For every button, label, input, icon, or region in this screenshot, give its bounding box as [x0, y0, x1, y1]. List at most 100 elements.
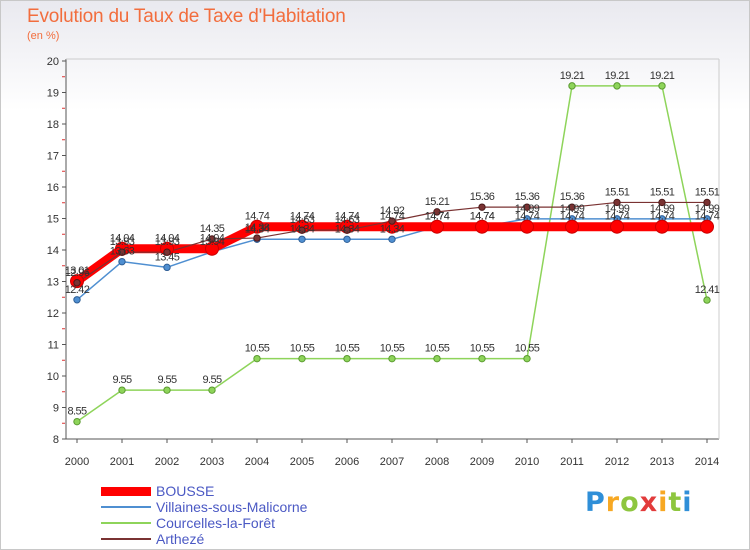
data-label: 13.94	[200, 236, 225, 248]
chart-axes: 8 9 10 11 12 13 14 15 16 17 18 19 20 2000 2001 2002 2003…	[47, 56, 720, 468]
data-point	[430, 219, 444, 234]
point-labels: 13.01 14.04 14.04 14.04 14.74 14.74 14.74 14.74…	[65, 70, 721, 418]
data-point	[118, 386, 126, 394]
data-point	[388, 217, 396, 225]
legend-swatch	[101, 522, 151, 524]
y-tick-label: 19	[47, 88, 59, 100]
legend-swatch	[101, 486, 151, 496]
data-point	[520, 219, 534, 234]
data-label: 15.51	[650, 186, 675, 198]
data-label: 15.51	[605, 186, 630, 198]
data-point	[523, 203, 531, 211]
data-label: 14.99	[560, 203, 585, 215]
data-point	[163, 248, 171, 256]
data-label: 14.74	[425, 211, 450, 223]
data-point	[73, 417, 81, 426]
data-point	[433, 208, 441, 216]
data-label: 14.74	[695, 211, 720, 223]
data-point	[388, 354, 396, 363]
data-label: 19.21	[605, 70, 630, 82]
data-label: 14.34	[245, 223, 270, 235]
y-tick-label: 17	[47, 151, 59, 163]
data-label: 8.55	[67, 406, 86, 418]
data-label: 10.55	[425, 343, 450, 355]
data-label: 14.74	[425, 211, 450, 223]
x-tick-label: 2010	[515, 456, 539, 468]
y-tick-label: 15	[47, 214, 59, 226]
data-point	[703, 198, 711, 207]
data-label: 10.55	[245, 343, 270, 355]
data-point	[568, 82, 576, 90]
data-label: 14.74	[380, 211, 405, 223]
x-tick-label: 2006	[335, 456, 359, 468]
data-label: 13.45	[155, 251, 180, 263]
x-tick-label: 2009	[470, 456, 494, 468]
data-label: 13.01	[65, 265, 90, 277]
data-label: 14.63	[290, 214, 315, 226]
legend-label: Arthezé	[156, 531, 205, 547]
data-label: 14.38	[245, 222, 270, 234]
data-label: 10.55	[335, 343, 360, 355]
x-tick-label: 2008	[425, 456, 449, 468]
data-label: 12.41	[695, 284, 720, 296]
data-point	[523, 354, 531, 363]
data-point	[703, 296, 711, 304]
x-tick-label: 2000	[65, 456, 89, 468]
data-label: 14.74	[470, 211, 495, 223]
data-label: 14.63	[335, 214, 360, 226]
y-tick-label: 10	[47, 371, 59, 383]
data-point	[475, 219, 489, 234]
x-tick-label: 2001	[110, 456, 134, 468]
chart-unit: (en %)	[27, 30, 60, 42]
data-label: 15.21	[425, 196, 450, 208]
data-label: 14.74	[470, 211, 495, 223]
y-tick-label: 8	[53, 434, 59, 446]
data-label: 14.74	[650, 211, 675, 223]
data-label: 14.34	[335, 223, 360, 235]
data-point	[73, 296, 81, 304]
data-label: 14.99	[515, 203, 540, 215]
data-point	[568, 203, 576, 211]
data-point	[478, 203, 486, 211]
x-tick-label: 2003	[200, 456, 224, 468]
x-tick-label: 2014	[695, 456, 719, 468]
y-tick-label: 18	[47, 119, 59, 131]
data-point	[478, 354, 486, 363]
data-point	[73, 279, 81, 287]
y-tick-label: 11	[48, 340, 59, 352]
y-tick-label: 16	[47, 182, 59, 194]
data-point	[433, 354, 441, 363]
data-label: 14.34	[380, 223, 405, 235]
data-point	[655, 219, 669, 234]
x-tick-label: 2002	[155, 456, 179, 468]
data-point	[658, 82, 666, 90]
data-point	[298, 235, 306, 243]
data-point	[613, 198, 621, 207]
data-label: 10.55	[380, 343, 405, 355]
data-label: 14.04	[200, 233, 225, 245]
data-label: 13.93	[155, 236, 180, 248]
data-point	[613, 82, 621, 90]
data-label: 10.55	[515, 343, 540, 355]
data-label: 14.74	[515, 211, 540, 223]
x-tick-label: 2012	[605, 456, 629, 468]
chart-title: Evolution du Taux de Taxe d'Habitation	[27, 6, 346, 27]
data-point	[610, 219, 624, 234]
legend-label: Courcelles-la-Forêt	[156, 515, 276, 531]
y-tick-label: 12	[47, 308, 59, 320]
proxiti-logo: Proxiti	[585, 487, 693, 518]
data-label: 10.55	[470, 343, 495, 355]
legend-label: Villaines-sous-Malicorne	[156, 499, 308, 515]
data-point	[343, 354, 351, 363]
data-point	[343, 226, 351, 234]
data-label: 14.74	[290, 211, 315, 223]
data-label: 13.63	[110, 246, 135, 258]
x-tick-label: 2004	[245, 456, 269, 468]
data-label: 10.55	[290, 343, 315, 355]
data-label: 14.74	[335, 211, 360, 223]
data-label: 12.42	[65, 284, 90, 296]
legend-swatch	[101, 538, 151, 540]
legend-label: BOUSSE	[156, 483, 215, 499]
